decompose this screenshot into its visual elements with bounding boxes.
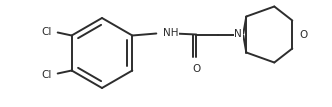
Text: O: O <box>192 63 201 74</box>
Text: Cl: Cl <box>41 27 52 36</box>
Text: NH: NH <box>163 27 179 37</box>
Text: Cl: Cl <box>41 70 52 80</box>
Text: O: O <box>299 30 307 39</box>
Text: N: N <box>234 28 242 39</box>
